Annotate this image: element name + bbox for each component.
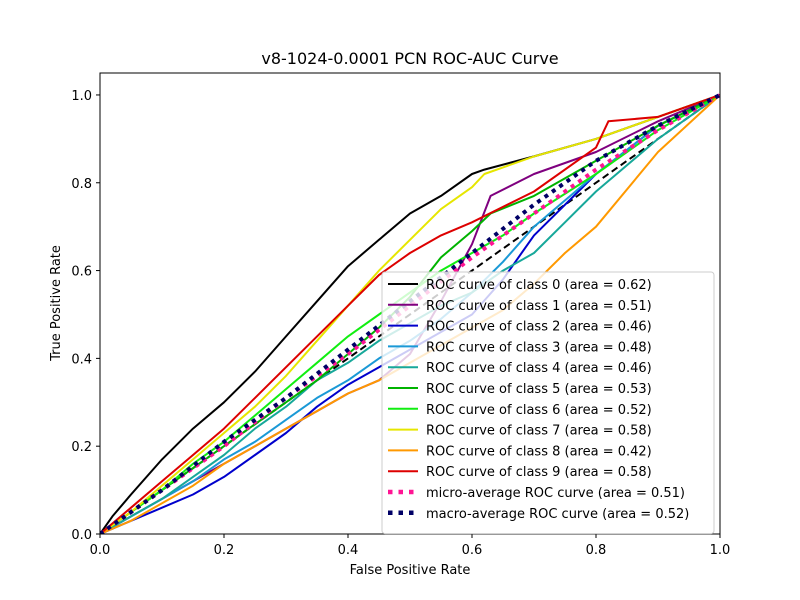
x-tick-label: 0.6 xyxy=(462,543,483,558)
y-tick-label: 0.8 xyxy=(71,177,92,192)
legend-entry-label: ROC curve of class 8 (area = 0.42) xyxy=(426,444,652,459)
y-tick-label: 1.0 xyxy=(71,89,92,104)
y-axis-label: True Positive Rate xyxy=(49,245,64,362)
y-tick-label: 0.0 xyxy=(71,528,92,543)
legend-entry-label: ROC curve of class 9 (area = 0.58) xyxy=(426,465,652,480)
y-tick-label: 0.4 xyxy=(71,352,92,367)
legend-entry-label: ROC curve of class 7 (area = 0.58) xyxy=(426,424,652,439)
x-axis-label: False Positive Rate xyxy=(350,563,471,578)
roc-series-8 xyxy=(100,94,720,534)
legend: ROC curve of class 0 (area = 0.62) ROC cu… xyxy=(381,271,715,535)
x-tick-label: 0.8 xyxy=(586,543,607,558)
legend-entry-label: micro-average ROC curve (area = 0.51) xyxy=(426,486,685,501)
x-tick-label: 0.0 xyxy=(90,543,111,558)
legend-entry-label: ROC curve of class 6 (area = 0.52) xyxy=(426,403,652,418)
roc-series-7 xyxy=(100,94,720,534)
legend-entry-label: ROC curve of class 5 (area = 0.53) xyxy=(426,382,652,397)
y-tick-label: 0.6 xyxy=(71,265,92,280)
legend-entry-label: ROC curve of class 4 (area = 0.46) xyxy=(426,361,652,376)
legend-entry-label: macro-average ROC curve (area = 0.52) xyxy=(426,507,689,522)
roc-series-10 xyxy=(100,93,720,534)
roc-series-9 xyxy=(100,94,720,534)
chart-title: v8-1024-0.0001 PCN ROC-AUC Curve xyxy=(261,49,558,68)
roc-series-3 xyxy=(100,94,720,534)
legend-entry-label: ROC curve of class 1 (area = 0.51) xyxy=(426,299,652,314)
legend-box xyxy=(381,271,715,535)
y-tick-label: 0.2 xyxy=(71,440,92,455)
legend-entry-label: ROC curve of class 0 (area = 0.62) xyxy=(426,278,652,293)
legend-entry-label: ROC curve of class 3 (area = 0.48) xyxy=(426,340,652,355)
x-tick-label: 0.4 xyxy=(338,543,359,558)
x-tick-label: 0.2 xyxy=(214,543,235,558)
roc-series-4 xyxy=(100,94,720,534)
legend-entry-label: ROC curve of class 2 (area = 0.46) xyxy=(426,320,652,335)
roc-series-2 xyxy=(100,94,720,534)
x-tick-label: 1.0 xyxy=(710,543,731,558)
